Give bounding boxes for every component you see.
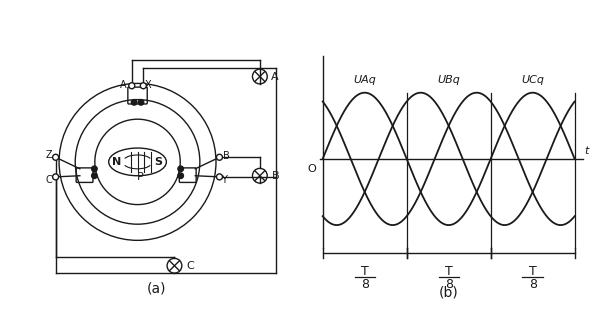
Text: A: A — [271, 71, 279, 81]
Circle shape — [178, 166, 184, 171]
Text: t: t — [584, 146, 589, 156]
Circle shape — [129, 83, 135, 89]
Text: P: P — [136, 172, 143, 182]
Text: O: O — [307, 164, 316, 174]
Text: Y: Y — [221, 175, 227, 185]
Text: (a): (a) — [146, 282, 166, 296]
Circle shape — [131, 100, 137, 105]
Text: X: X — [145, 79, 151, 90]
Text: T: T — [445, 265, 452, 278]
Circle shape — [92, 166, 97, 171]
Circle shape — [53, 154, 59, 160]
Text: S: S — [154, 157, 163, 167]
Text: C: C — [186, 261, 194, 271]
Text: UBq: UBq — [437, 75, 460, 85]
Text: (b): (b) — [439, 286, 458, 300]
Circle shape — [53, 174, 59, 180]
Circle shape — [138, 100, 144, 105]
Text: B: B — [271, 171, 279, 181]
Text: C: C — [46, 175, 52, 185]
Text: Z: Z — [46, 150, 52, 160]
Text: UCq: UCq — [521, 75, 544, 85]
Circle shape — [92, 173, 97, 178]
Circle shape — [217, 174, 223, 180]
Text: 8: 8 — [361, 278, 368, 291]
Text: T: T — [361, 265, 368, 278]
Text: B: B — [223, 151, 230, 161]
Circle shape — [140, 83, 146, 89]
Text: T: T — [529, 265, 536, 278]
Text: UAq: UAq — [353, 75, 376, 85]
Text: 8: 8 — [445, 278, 452, 291]
Circle shape — [217, 154, 223, 160]
Text: N: N — [112, 157, 121, 167]
Circle shape — [178, 173, 184, 178]
Text: 8: 8 — [529, 278, 536, 291]
Text: A: A — [121, 79, 127, 90]
